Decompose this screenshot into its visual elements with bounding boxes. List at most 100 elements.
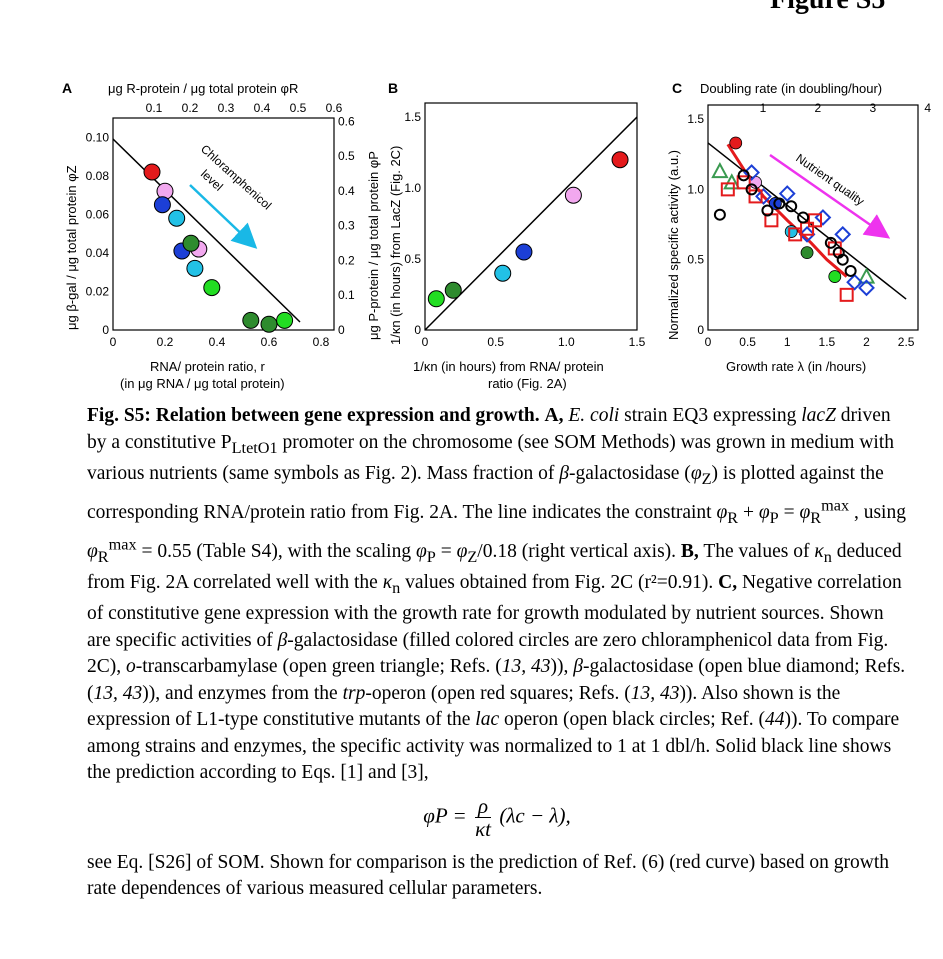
panel-c-top-tick-label: 4 [924, 101, 931, 115]
panel-c-filled-circle [784, 225, 798, 238]
panel-a-bottom-tick-label: 0.2 [157, 335, 174, 349]
panel-c-filled-circle [729, 136, 743, 150]
panel-a-frame [112, 117, 335, 331]
panel-c-top-tick-label: 2 [815, 101, 822, 115]
panel-a-left-ticks: 0.10 0.08 0.06 0.04 0.02 0 [86, 130, 110, 337]
panel-a-right-tick-label: 0.5 [338, 149, 355, 163]
panel-a-bottom-tick-label: 0 [110, 335, 117, 349]
equation-denominator: κt [475, 816, 491, 841]
panel-c-open-circle [773, 197, 786, 210]
panel-c-open-circle [785, 200, 798, 213]
panel-b-point [427, 290, 445, 308]
panel-a-right-axis-label: μg P-protein / μg total protein φP [366, 151, 381, 340]
panel-a-point [186, 259, 204, 277]
panel-b-frame [424, 102, 638, 331]
panel-a-point [143, 163, 161, 181]
equation-lhs: φP = [423, 803, 467, 828]
panel-a-bottom-tick-label: 0.8 [313, 335, 330, 349]
panel-a-point [260, 315, 278, 333]
panel-c-open-square [800, 221, 815, 236]
panel-c-top-tick-label: 3 [869, 101, 876, 115]
panel-c-bottom-tick-label: 1 [784, 335, 791, 349]
panel-c-open-triangle [857, 267, 876, 284]
panel-c-open-circle [797, 211, 810, 224]
panel-a-bottom-tick-label: 0.4 [209, 335, 226, 349]
panel-b-xlabel-line1: 1/κn (in hours) from RNA/ protein [413, 359, 604, 374]
panel-c-open-diamond [858, 279, 875, 297]
panel-c-top-tick-label: 1 [760, 101, 767, 115]
equation-numerator: ρ [474, 795, 492, 818]
panel-a-right-tick-label: 0 [338, 323, 345, 337]
panel-c-filled-circle [768, 197, 782, 210]
equation-fraction: ρ κt [474, 795, 492, 841]
panel-b-ylabel: 1/κn (in hours) from LacZ (Fig. 2C) [388, 146, 403, 345]
panel-c-left-tick-label: 0.5 [687, 253, 704, 267]
panel-c-open-circle [824, 236, 837, 249]
panel-c-open-diamond [755, 187, 772, 205]
panel-a-top-tick-label: 0.5 [290, 101, 307, 115]
panel-b-bottom-tick-label: 1.5 [629, 335, 646, 349]
panel-c-left-ticks: 1.5 1.0 0.5 0 [687, 112, 704, 337]
panel-a-right-tick-label: 0.2 [338, 253, 355, 267]
panel-a-left-tick-label: 0.02 [86, 284, 110, 298]
panel-a-right-ticks: 0.6 0.5 0.4 0.3 0.2 0.1 0 [338, 114, 355, 337]
panel-b-left-tick-label: 0.5 [404, 252, 421, 266]
panel-a-chloramphenicol-arrow [189, 184, 258, 249]
equation: φP = ρ κt (λc − λ), [87, 795, 907, 840]
panel-a-data-points [143, 163, 294, 333]
panel-c-bottom-tick-label: 2 [863, 335, 870, 349]
panel-c-open-square [839, 287, 854, 302]
panel-c-open-square [807, 213, 822, 228]
panel-c-bottom-tick-label: 1.5 [819, 335, 836, 349]
caption-after: see Eq. [S26] of SOM. Shown for comparis… [87, 851, 890, 900]
panel-a-left-axis-label: μg β-gal / μg total protein φZ [64, 165, 79, 330]
panel-c-bottom-tick-label: 2.5 [898, 335, 915, 349]
figure-header: Figure S5 [770, 0, 885, 16]
caption-title: Fig. S5: Relation between gene expressio… [87, 405, 540, 426]
panel-c-open-circle [745, 183, 758, 196]
panel-c-letter: C [672, 80, 682, 96]
panel-b-bottom-tick-label: 0 [422, 335, 429, 349]
panel-a-point [242, 311, 260, 329]
panel-c-ylabel: Normalized specific activity (a.u.) [666, 150, 681, 340]
panel-a-point [153, 196, 171, 214]
panel-a-letter: A [62, 80, 72, 96]
panel-c-top-ticks: 1 2 3 4 [760, 101, 932, 115]
panel-c-open-triangle [711, 161, 729, 179]
panel-b-left-tick-label: 1.5 [404, 110, 421, 124]
panel-c-open-diamond [743, 164, 760, 181]
panel-a-top-tick-label: 0.3 [218, 101, 235, 115]
panel-c-open-circle [844, 264, 857, 277]
panel-a-left-tick-label: 0.10 [86, 130, 110, 144]
panel-a-xlabel-line2: (in μg RNA / μg total protein) [120, 376, 285, 391]
figure-panels: A μg R-protein / μg total protein φR 0.1… [62, 80, 932, 391]
panel-c-open-circle [761, 204, 774, 217]
panel-c-nutrient-arrow [769, 153, 891, 239]
panel-b-letter: B [388, 80, 398, 96]
panel-c-filled-circle [800, 246, 814, 260]
panel-c-left-tick-label: 0 [697, 323, 704, 337]
panel-a: A μg R-protein / μg total protein φR 0.1… [62, 80, 381, 391]
caption-body: Fig. S5: Relation between gene expressio… [87, 403, 907, 787]
panel-a-top-ticks: 0.1 0.2 0.3 0.4 0.5 0.6 [146, 101, 343, 115]
panel-b-left-tick-label: 1.0 [404, 181, 421, 195]
panel-c-open-circle [836, 253, 849, 266]
panel-c-open-diamond [814, 209, 832, 226]
panel-b-xlabel-line2: ratio (Fig. 2A) [488, 376, 567, 391]
panel-a-xlabel-line1: RNA/ protein ratio, r [150, 359, 266, 374]
panel-a-point [168, 209, 186, 227]
panel-a-right-tick-label: 0.1 [338, 288, 355, 302]
panel-c-open-diamond [798, 225, 816, 243]
panel-b-point [444, 281, 462, 299]
caption-text: A, E. coli strain EQ3 expressing lacZ dr… [87, 405, 906, 784]
panel-a-top-tick-label: 0.2 [182, 101, 199, 115]
panel-a-top-tick-label: 0.1 [146, 101, 163, 115]
panel-c-bottom-tick-label: 0 [705, 335, 712, 349]
panel-a-bottom-ticks: 0 0.2 0.4 0.6 0.8 [110, 335, 330, 349]
panel-a-point [182, 234, 200, 252]
panel-c-bottom-ticks: 0 0.5 1 1.5 2 2.5 [705, 335, 915, 349]
panel-c-data-points [711, 136, 876, 302]
panel-b-point [611, 151, 629, 169]
panel-a-left-tick-label: 0.06 [86, 207, 110, 221]
panel-a-top-axis-label: μg R-protein / μg total protein φR [108, 81, 298, 96]
